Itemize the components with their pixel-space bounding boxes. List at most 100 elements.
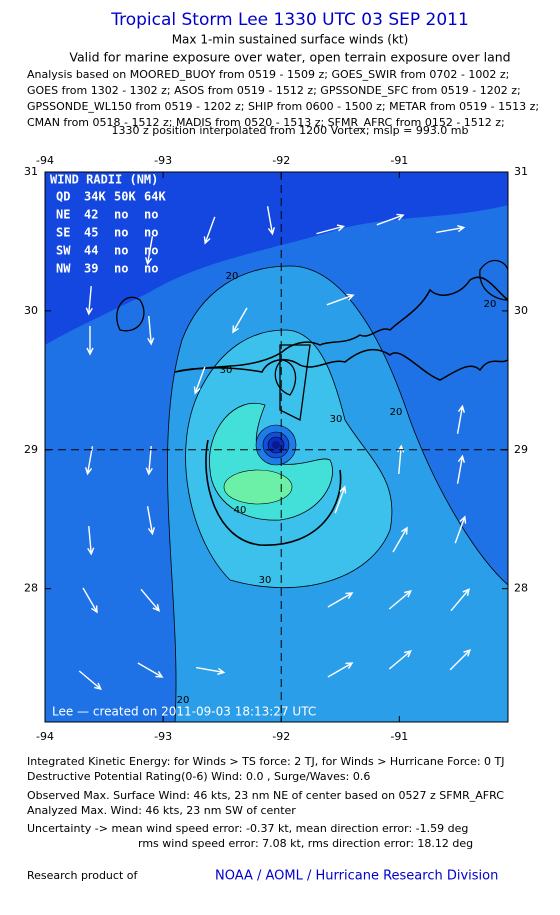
radii-header: QD [56,190,70,204]
wind-arrow [436,224,466,234]
lat-label: 29 [514,443,528,456]
radii-cell: 45 [84,226,98,240]
contour-34 [205,439,342,546]
wind-arrow [147,315,155,346]
wind-arrow [456,404,466,434]
radii-header: 34K [84,190,106,204]
analysis-line: GOES from 1302 - 1302 z; ASOS from 0519 … [27,84,521,97]
radii-header: 50K [114,190,136,204]
radii-cell: no [144,226,158,240]
radii-cell: no [114,226,128,240]
wind-arrow [146,506,156,536]
lat-label: 31 [24,165,38,178]
contour-label: 20 [484,299,497,310]
wind-arrow [193,366,206,395]
field-low [45,172,508,345]
wind-arrow [392,526,408,553]
lat-label: 31 [514,165,528,178]
contour-label: 30 [330,414,343,425]
radii-cell: no [144,208,158,222]
lon-label: -91 [390,154,408,167]
contour-label: 20 [390,407,403,418]
lon-label: -92 [272,154,290,167]
lat-label: 30 [24,304,38,317]
wind-arrow [388,649,412,670]
validity: Valid for marine exposure over water, op… [69,50,510,65]
lon-label: -93 [154,730,172,743]
wind-arrow [145,445,153,476]
wind-arrow [78,670,102,691]
footer-line: Analyzed Max. Wind: 46 kts, 23 nm SW of … [27,804,296,817]
radii-cell: 39 [84,262,98,276]
lat-label: 28 [24,582,38,595]
lon-label: -92 [272,730,290,743]
radii-cell: no [144,262,158,276]
radii-cell: SE [56,226,70,240]
wind-arrow [266,206,276,236]
wind-arrow [456,454,466,484]
lon-label: -94 [36,154,54,167]
contour-label: 30 [259,575,272,586]
contour-30 [279,344,311,421]
eye [272,441,280,449]
lat-label: 30 [514,304,528,317]
islands [116,259,508,396]
radii-cell: 44 [84,244,98,258]
footer-line: Integrated Kinetic Energy: for Winds > T… [27,755,505,768]
lon-label: -93 [154,154,172,167]
wind-arrow [144,236,154,266]
wind-arrow [316,224,346,235]
max-wind-core [223,469,293,505]
wind-arrow [84,446,94,476]
wind-arrow [82,587,98,614]
footer-credit: Research product of [27,869,138,882]
coastline [174,276,508,381]
wind-arrow [232,307,248,334]
wind-arrow [85,285,93,316]
subtitle: Max 1-min sustained surface winds (kt) [172,33,409,47]
wind-arrow [450,588,471,612]
footer-line: rms wind speed error: 7.08 kt, rms direc… [138,837,473,850]
wind-arrow [327,592,354,608]
map-frame [44,171,509,723]
contour-label: 20 [226,271,239,282]
contour-label: 20 [177,695,190,706]
radii-cell: 42 [84,208,98,222]
contour-label: 40 [234,505,247,516]
wind-arrow [449,648,472,671]
radii-title: WIND RADII (NM) [50,173,158,187]
radii-header: 64K [144,190,166,204]
footer-line: Observed Max. Surface Wind: 46 kts, 23 n… [27,789,504,802]
contour-label: 30 [220,365,233,376]
wind-field [45,172,508,722]
wind-arrow [388,589,412,610]
radii-cell: no [114,244,128,258]
wind-arrow [87,525,95,556]
wind-arrow [196,666,226,676]
radii-cell: NW [56,262,71,276]
wind-arrow [203,216,216,245]
radii-cell: no [144,244,158,258]
wind-arrow [137,662,164,678]
lat-label: 28 [514,582,528,595]
analysis-line: GPSSONDE_WL150 from 0519 - 1202 z; SHIP … [27,100,539,113]
footer-line: Destructive Potential Rating(0-6) Wind: … [27,770,370,783]
analysis-line: Analysis based on MOORED_BUOY from 0519 … [27,68,509,81]
radii-cell: NE [56,208,70,222]
footer-line: Uncertainty -> mean wind speed error: -0… [27,822,468,835]
wind-arrow [376,213,405,226]
org: NOAA / AOML / Hurricane Research Divisio… [215,869,498,884]
wind-arrow [334,485,347,514]
wind-arrow [86,326,94,356]
wind-arrow [327,662,354,678]
title: Tropical Storm Lee 1330 UTC 03 SEP 2011 [110,10,469,30]
radii-cell: no [114,208,128,222]
wind-arrow [454,515,467,544]
lon-label: -91 [390,730,408,743]
wind-arrow [140,588,161,612]
position-note: 1330 z position interpolated from 1200 V… [111,124,468,137]
map-credit: Lee — created on 2011-09-03 18:13:27 UTC [52,705,316,719]
lon-label: -94 [36,730,54,743]
radii-cell: no [114,262,128,276]
